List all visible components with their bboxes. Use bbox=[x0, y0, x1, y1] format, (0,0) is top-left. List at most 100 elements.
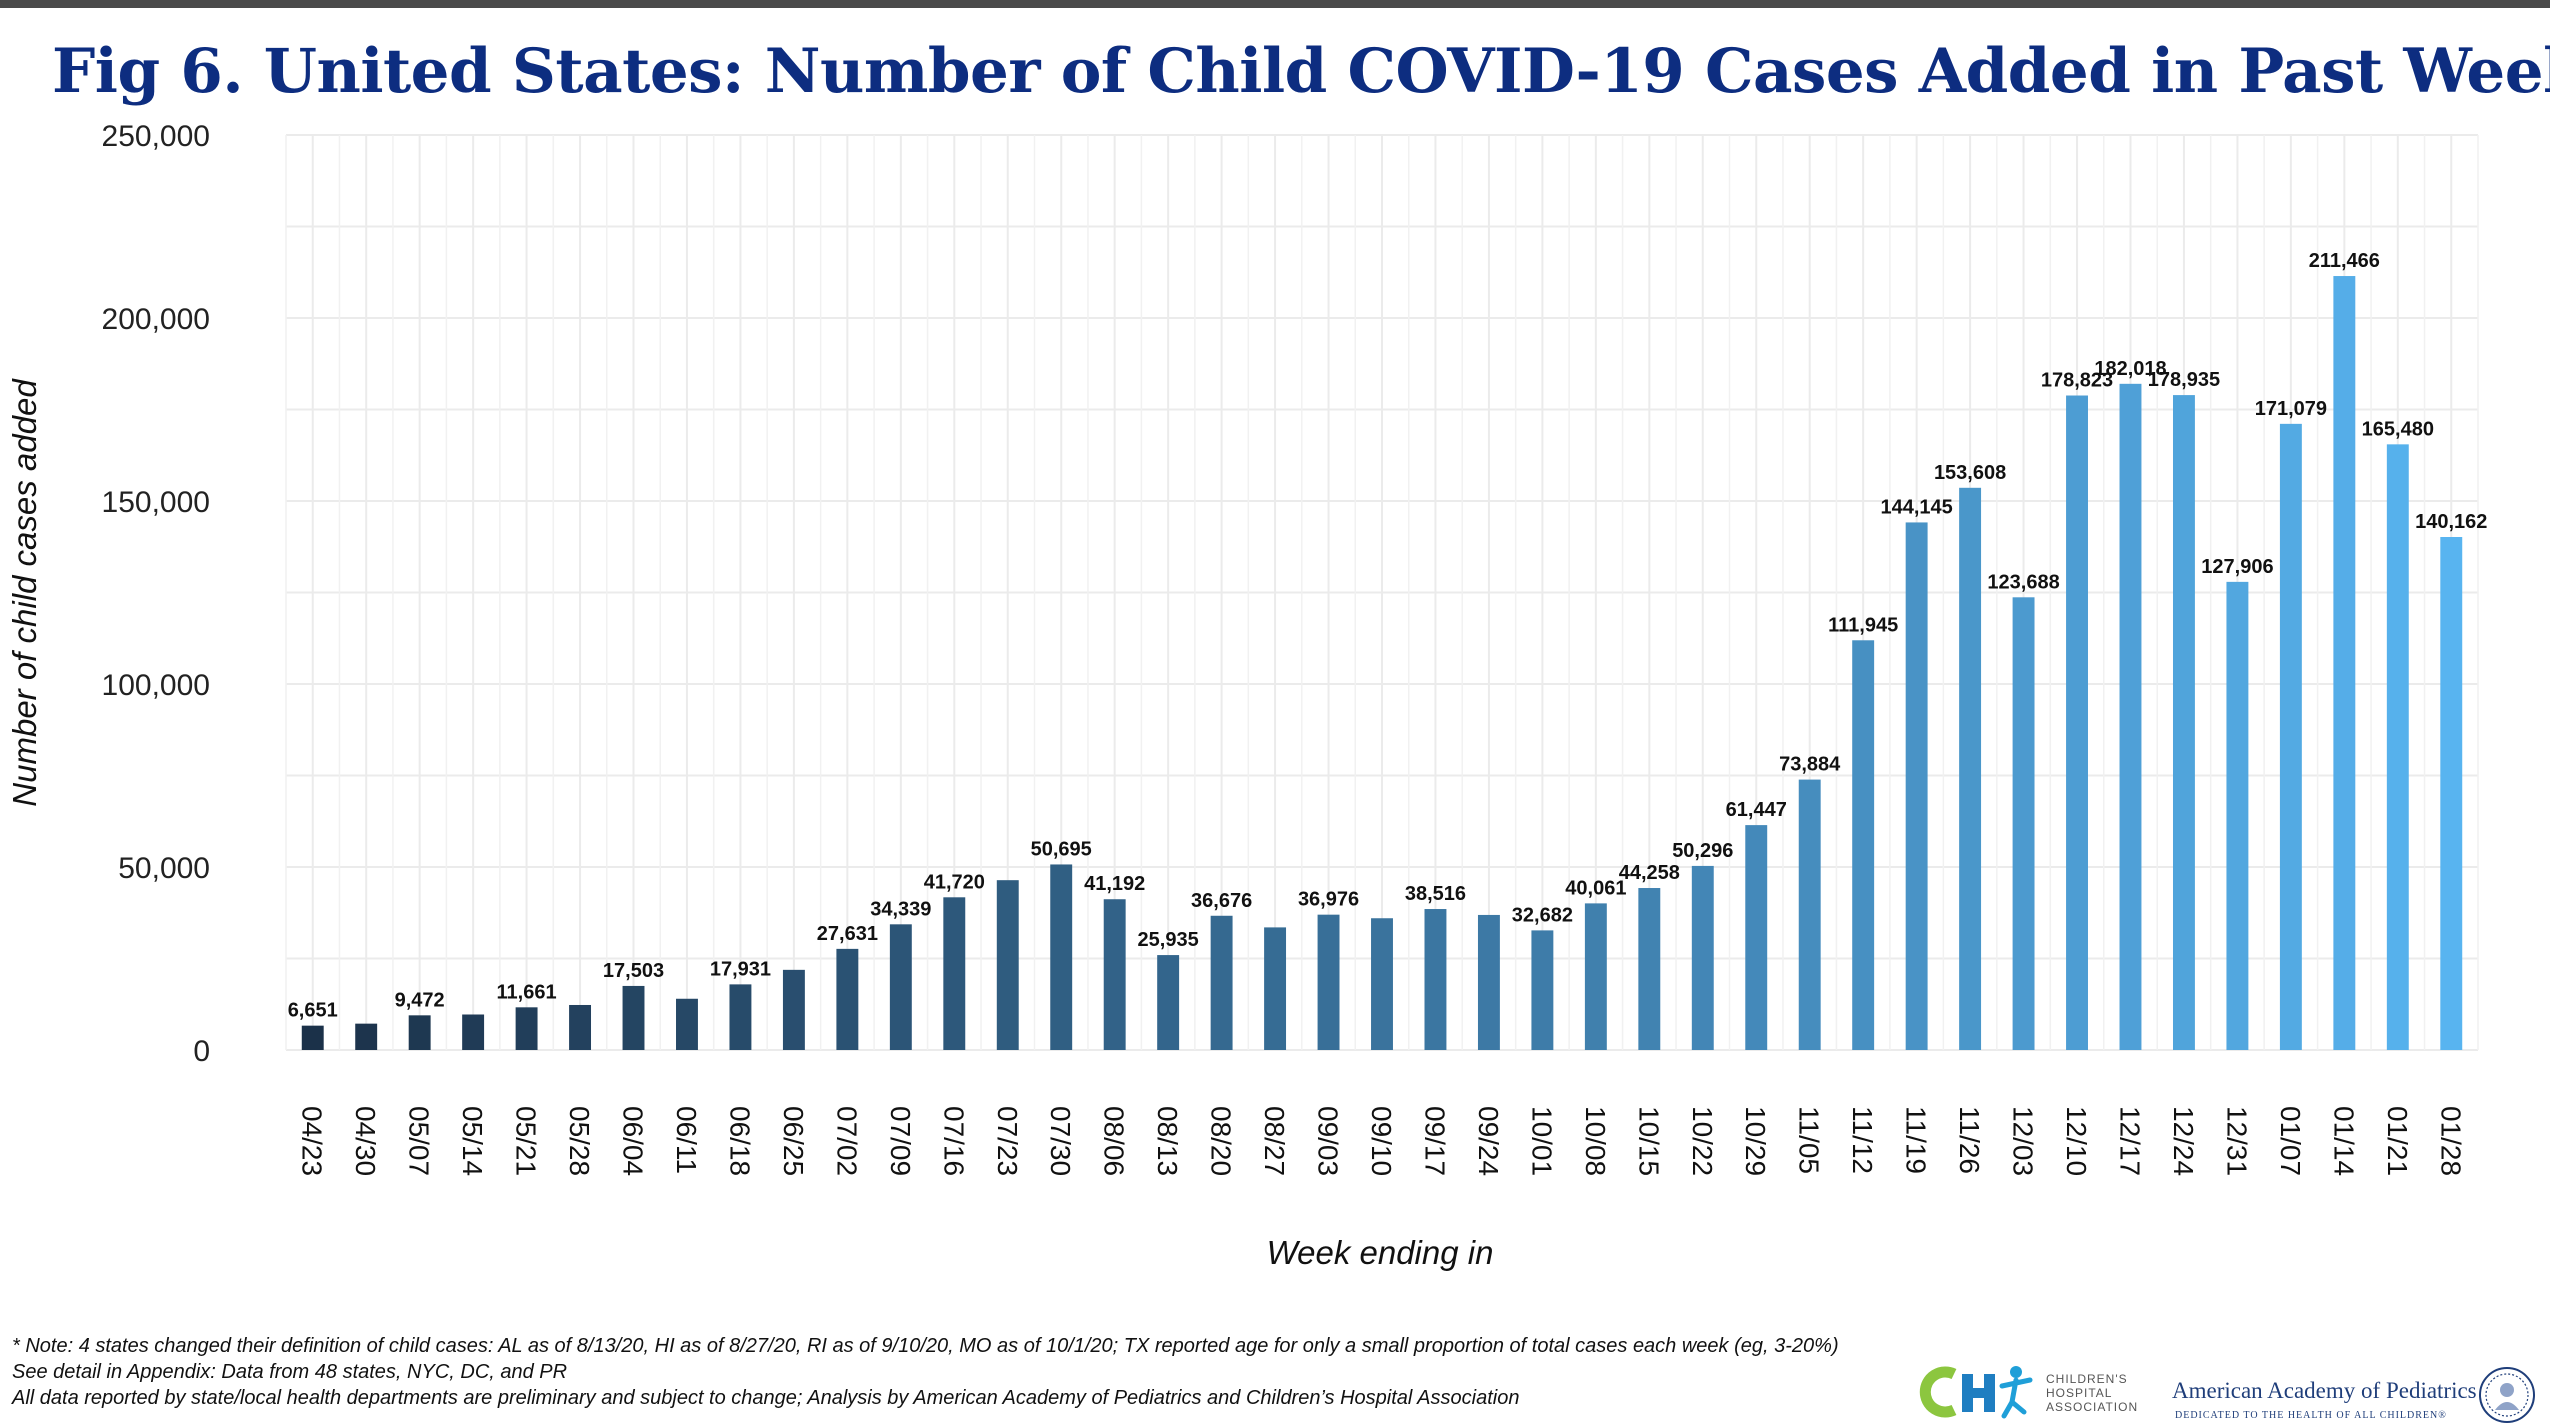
data-label: 211,466 bbox=[2309, 250, 2380, 272]
bar bbox=[1264, 927, 1287, 1050]
data-label: 153,608 bbox=[1934, 462, 2006, 484]
chart-title: Fig 6. United States: Number of Child CO… bbox=[52, 36, 2550, 107]
bar bbox=[2386, 444, 2409, 1050]
x-tick-label: 07/30 bbox=[1045, 1106, 1076, 1176]
bar bbox=[2279, 423, 2302, 1051]
x-tick-label: 05/21 bbox=[511, 1106, 542, 1176]
bar bbox=[1852, 640, 1875, 1050]
data-label: 50,695 bbox=[1031, 838, 1092, 860]
x-tick-labels: 04/23 04/30 05/07 05/14 05/21 05/28 06/04 06/11… bbox=[297, 1106, 2467, 1176]
bar bbox=[2440, 537, 2463, 1050]
bars bbox=[301, 276, 2463, 1051]
bar bbox=[1905, 522, 1928, 1050]
y-tick-label: 250,000 bbox=[102, 120, 210, 153]
data-label: 178,823 bbox=[2041, 370, 2113, 392]
bar bbox=[996, 880, 1019, 1050]
data-label: 36,976 bbox=[1298, 889, 1359, 911]
data-label: 36,676 bbox=[1191, 890, 1252, 912]
x-tick-label: 07/23 bbox=[992, 1106, 1023, 1176]
x-tick-label: 07/16 bbox=[938, 1106, 969, 1176]
x-tick-label: 01/28 bbox=[2435, 1106, 2466, 1176]
bar bbox=[943, 897, 966, 1050]
data-label: 17,931 bbox=[710, 958, 771, 980]
data-label: 44,258 bbox=[1619, 862, 1680, 884]
x-tick-label: 05/07 bbox=[404, 1106, 435, 1176]
data-label: 165,480 bbox=[2362, 418, 2434, 440]
aap-logo-name: American Academy of Pediatrics bbox=[2172, 1378, 2477, 1403]
bar bbox=[1210, 915, 1233, 1050]
x-tick-label: 06/11 bbox=[671, 1106, 702, 1174]
x-tick-label: 09/17 bbox=[1419, 1106, 1450, 1176]
data-label: 73,884 bbox=[1779, 754, 1841, 776]
x-tick-label: 11/12 bbox=[1847, 1106, 1878, 1174]
x-tick-label: 07/09 bbox=[885, 1106, 916, 1176]
bar bbox=[2333, 276, 2356, 1051]
footnote-note: * Note: 4 states changed their definitio… bbox=[12, 1335, 1839, 1357]
x-tick-label: 01/07 bbox=[2275, 1106, 2306, 1176]
bar bbox=[676, 998, 698, 1050]
x-tick-label: 08/06 bbox=[1099, 1106, 1130, 1176]
footnote-source: All data reported by state/local health … bbox=[12, 1387, 1520, 1409]
bar bbox=[1050, 864, 1073, 1050]
data-label: 38,516 bbox=[1405, 883, 1466, 905]
cha-logo-text: CHILDREN'S HOSPITAL ASSOCIATION bbox=[2046, 1372, 2139, 1414]
x-tick-label: 05/28 bbox=[564, 1106, 595, 1176]
x-tick-label: 06/04 bbox=[618, 1106, 649, 1176]
data-label: 127,906 bbox=[2201, 556, 2273, 578]
data-label: 178,935 bbox=[2148, 369, 2220, 391]
x-tick-label: 08/20 bbox=[1206, 1106, 1237, 1176]
x-tick-label: 10/29 bbox=[1740, 1106, 1771, 1176]
bar bbox=[1638, 888, 1661, 1050]
bar bbox=[782, 969, 805, 1050]
aap-logo-tagline: DEDICATED TO THE HEALTH OF ALL CHILDREN® bbox=[2175, 1410, 2447, 1421]
x-tick-label: 09/24 bbox=[1473, 1106, 1504, 1176]
bar bbox=[1745, 825, 1768, 1050]
data-label: 123,688 bbox=[1987, 571, 2059, 593]
bar bbox=[1371, 918, 1393, 1050]
data-label: 41,192 bbox=[1084, 873, 1145, 895]
bar bbox=[622, 985, 645, 1050]
bar bbox=[1584, 903, 1607, 1050]
x-tick-label: 07/02 bbox=[831, 1106, 862, 1176]
bar bbox=[1531, 930, 1554, 1050]
x-tick-label: 09/10 bbox=[1366, 1106, 1397, 1176]
bar bbox=[2012, 597, 2035, 1050]
childrens-hospital-association-logo bbox=[1919, 1366, 2033, 1419]
y-tick-label: 50,000 bbox=[118, 852, 210, 885]
y-axis-title: Number of child cases added bbox=[6, 378, 43, 807]
x-tick-label: 04/30 bbox=[350, 1106, 381, 1176]
bar bbox=[836, 948, 859, 1050]
data-label: 61,447 bbox=[1726, 799, 1787, 821]
y-tick-label: 200,000 bbox=[102, 303, 210, 336]
gridlines bbox=[285, 134, 2479, 1051]
data-labels: 6,651 9,472 11,661 17,503 17,931 27,631 34,339… bbox=[288, 250, 2488, 1022]
bar bbox=[569, 1004, 592, 1050]
bar bbox=[1317, 914, 1340, 1050]
x-tick-label: 06/25 bbox=[778, 1106, 809, 1176]
x-tick-label: 05/14 bbox=[457, 1106, 488, 1176]
bar bbox=[408, 1015, 431, 1050]
data-label: 6,651 bbox=[288, 1000, 338, 1022]
data-label: 27,631 bbox=[817, 923, 878, 945]
bar-chart: 0 50,000 100,000 150,000 200,000 250,000 6,65… bbox=[6, 120, 2488, 1271]
x-tick-label: 12/24 bbox=[2168, 1106, 2199, 1176]
data-label: 50,296 bbox=[1672, 840, 1733, 862]
x-tick-label: 12/10 bbox=[2061, 1106, 2092, 1176]
x-axis-title: Week ending in bbox=[1267, 1234, 1494, 1271]
x-tick-label: 10/15 bbox=[1633, 1106, 1664, 1176]
aap-seal-icon bbox=[2479, 1367, 2535, 1423]
y-tick-labels: 0 50,000 100,000 150,000 200,000 250,000 bbox=[102, 120, 210, 1068]
data-label: 140,162 bbox=[2415, 511, 2487, 533]
bar bbox=[1798, 779, 1821, 1050]
data-label: 25,935 bbox=[1138, 929, 1199, 951]
data-label: 111,945 bbox=[1828, 614, 1898, 636]
bar bbox=[2066, 395, 2088, 1050]
bar bbox=[729, 984, 752, 1050]
y-tick-label: 0 bbox=[193, 1035, 210, 1068]
bar bbox=[355, 1023, 378, 1050]
y-tick-label: 100,000 bbox=[102, 669, 210, 702]
x-tick-label: 11/26 bbox=[1954, 1106, 1985, 1174]
x-tick-label: 08/27 bbox=[1259, 1106, 1290, 1176]
bar bbox=[1424, 909, 1447, 1050]
x-tick-label: 12/03 bbox=[2008, 1106, 2039, 1176]
